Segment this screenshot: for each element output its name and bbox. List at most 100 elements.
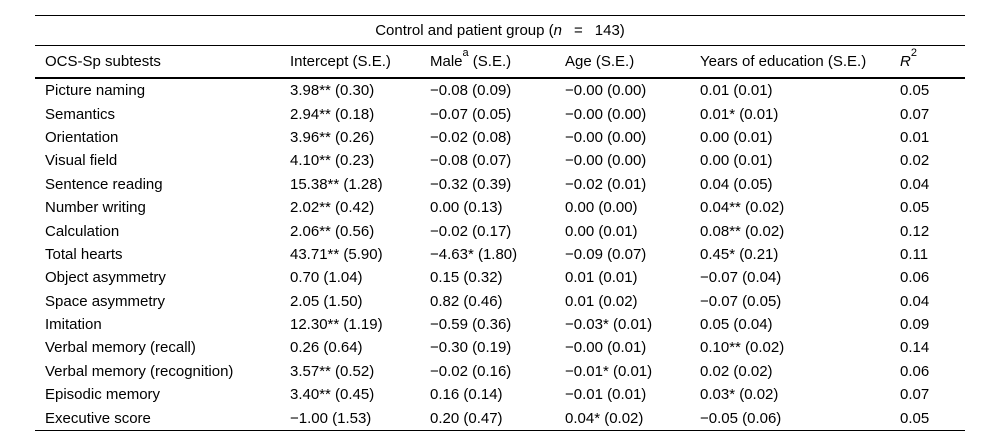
intercept-value-cell: 0.26 (0.64) xyxy=(290,339,363,357)
education-value-cell: 0.00 (0.01) xyxy=(700,152,773,170)
r-squared-value-cell: 0.05 xyxy=(900,199,930,217)
male-value-cell: 0.82 (0.46) xyxy=(430,292,503,310)
column-header-male: Malea (S.E.) xyxy=(430,47,565,70)
table-row: Verbal memory (recognition) 3.57** (0.52… xyxy=(35,360,965,383)
table-row: Executive score −1.00 (1.53) 0.20 (0.47)… xyxy=(35,406,965,429)
education-value-cell: 0.45* (0.21) xyxy=(700,245,779,263)
subtest-name-cell: Calculation xyxy=(45,222,120,240)
male-value-cell: 0.00 (0.13) xyxy=(430,199,503,217)
male-value-cell: −0.59 (0.36) xyxy=(430,316,512,334)
subtest-name-cell: Object asymmetry xyxy=(45,269,166,287)
intercept-value-cell: 2.94** (0.18) xyxy=(290,105,375,123)
r-squared-value-cell: 0.07 xyxy=(900,105,930,123)
table-body: Picture naming 3.98** (0.30) −0.08 (0.09… xyxy=(35,79,965,431)
subtest-name-cell: Verbal memory (recall) xyxy=(45,339,196,357)
n-symbol: n xyxy=(553,22,562,39)
n-value: 143 xyxy=(594,22,620,39)
age-value-cell: 0.04* (0.02) xyxy=(565,409,644,427)
intercept-value-cell: 3.98** (0.30) xyxy=(290,82,375,100)
regression-results-table: Control and patient group (n = 143) OCS-Sp… xyxy=(35,15,965,431)
subtest-name-cell: Semantics xyxy=(45,105,116,123)
r-squared-value-cell: 0.06 xyxy=(900,269,930,287)
r-squared-value-cell: 0.05 xyxy=(900,82,930,100)
table-row: Object asymmetry 0.70 (1.04) 0.15 (0.32)… xyxy=(35,266,965,289)
age-value-cell: 0.01 (0.02) xyxy=(565,292,638,310)
intercept-value-cell: 4.10** (0.23) xyxy=(290,152,375,170)
r-squared-value-cell: 0.09 xyxy=(900,316,930,334)
subtest-name-cell: Picture naming xyxy=(45,82,146,100)
subtest-name-cell: Verbal memory (recognition) xyxy=(45,362,234,380)
subtest-name-cell: Orientation xyxy=(45,128,119,146)
male-se-label: (S.E.) xyxy=(468,53,512,70)
intercept-value-cell: 15.38** (1.28) xyxy=(290,175,383,193)
table-row: Orientation 3.96** (0.26) −0.02 (0.08) −… xyxy=(35,126,965,149)
male-footnote-marker: a xyxy=(462,46,469,59)
intercept-value-cell: 2.02** (0.42) xyxy=(290,199,375,217)
age-value-cell: −0.00 (0.00) xyxy=(565,82,647,100)
r-squared-value-cell: 0.06 xyxy=(900,362,930,380)
column-header-education: Years of education (S.E.) xyxy=(700,53,867,70)
age-value-cell: −0.00 (0.00) xyxy=(565,152,647,170)
age-value-cell: −0.00 (0.01) xyxy=(565,339,647,357)
age-value-cell: 0.00 (0.00) xyxy=(565,199,638,217)
r-squared-value-cell: 0.01 xyxy=(900,128,930,146)
table-row: Semantics 2.94** (0.18) −0.07 (0.05) −0.… xyxy=(35,102,965,125)
column-header-subtests: OCS-Sp subtests xyxy=(45,53,161,70)
education-value-cell: 0.01* (0.01) xyxy=(700,105,779,123)
education-value-cell: 0.04** (0.02) xyxy=(700,199,785,217)
age-value-cell: −0.00 (0.00) xyxy=(565,105,647,123)
male-value-cell: 0.16 (0.14) xyxy=(430,386,503,404)
r-squared-value-cell: 0.14 xyxy=(900,339,930,357)
column-header-row: OCS-Sp subtests Intercept (S.E.) Malea (… xyxy=(35,46,965,79)
table-row: Imitation 12.30** (1.19) −0.59 (0.36) −0… xyxy=(35,313,965,336)
education-value-cell: 0.04 (0.05) xyxy=(700,175,773,193)
table-row: Episodic memory 3.40** (0.45) 0.16 (0.14… xyxy=(35,383,965,406)
male-value-cell: −4.63* (1.80) xyxy=(430,245,518,263)
male-value-cell: −0.07 (0.05) xyxy=(430,105,512,123)
male-value-cell: 0.20 (0.47) xyxy=(430,409,503,427)
education-value-cell: 0.08** (0.02) xyxy=(700,222,785,240)
male-value-cell: −0.30 (0.19) xyxy=(430,339,512,357)
male-value-cell: −0.02 (0.08) xyxy=(430,128,512,146)
education-value-cell: 0.02 (0.02) xyxy=(700,362,773,380)
table-group-header: Control and patient group (n = 143) xyxy=(35,16,965,46)
age-value-cell: −0.02 (0.01) xyxy=(565,175,647,193)
intercept-value-cell: 3.40** (0.45) xyxy=(290,386,375,404)
intercept-value-cell: 3.57** (0.52) xyxy=(290,362,375,380)
age-value-cell: −0.03* (0.01) xyxy=(565,316,653,334)
male-value-cell: −0.02 (0.17) xyxy=(430,222,512,240)
subtest-name-cell: Sentence reading xyxy=(45,175,163,193)
education-value-cell: 0.03* (0.02) xyxy=(700,386,779,404)
intercept-value-cell: 3.96** (0.26) xyxy=(290,128,375,146)
column-header-r-squared: R2 xyxy=(900,47,965,70)
intercept-value-cell: 12.30** (1.19) xyxy=(290,316,383,334)
age-value-cell: 0.01 (0.01) xyxy=(565,269,638,287)
male-value-cell: −0.02 (0.16) xyxy=(430,362,512,380)
education-value-cell: 0.00 (0.01) xyxy=(700,128,773,146)
education-value-cell: 0.05 (0.04) xyxy=(700,316,773,334)
table-row: Visual field 4.10** (0.23) −0.08 (0.07) … xyxy=(35,149,965,172)
subtest-name-cell: Total hearts xyxy=(45,245,123,263)
education-value-cell: 0.01 (0.01) xyxy=(700,82,773,100)
male-value-cell: −0.08 (0.09) xyxy=(430,82,512,100)
subtest-name-cell: Space asymmetry xyxy=(45,292,166,310)
column-header-intercept: Intercept (S.E.) xyxy=(290,53,391,70)
equals-sign: = xyxy=(574,22,583,39)
r-squared-value-cell: 0.04 xyxy=(900,175,930,193)
intercept-value-cell: 2.06** (0.56) xyxy=(290,222,375,240)
education-value-cell: 0.10** (0.02) xyxy=(700,339,785,357)
male-value-cell: −0.32 (0.39) xyxy=(430,175,512,193)
r-exponent: 2 xyxy=(910,46,917,59)
education-value-cell: −0.07 (0.05) xyxy=(700,292,782,310)
r-squared-value-cell: 0.04 xyxy=(900,292,930,310)
subtest-name-cell: Executive score xyxy=(45,409,151,427)
subtest-name-cell: Visual field xyxy=(45,152,118,170)
table-row: Verbal memory (recall) 0.26 (0.64) −0.30… xyxy=(35,336,965,359)
table-row: Sentence reading 15.38** (1.28) −0.32 (0… xyxy=(35,173,965,196)
r-squared-value-cell: 0.12 xyxy=(900,222,930,240)
male-value-cell: 0.15 (0.32) xyxy=(430,269,503,287)
intercept-value-cell: 43.71** (5.90) xyxy=(290,245,383,263)
age-value-cell: −0.00 (0.00) xyxy=(565,128,647,146)
column-header-age: Age (S.E.) xyxy=(565,53,635,70)
group-header-prefix: Control and patient group ( xyxy=(375,22,554,39)
